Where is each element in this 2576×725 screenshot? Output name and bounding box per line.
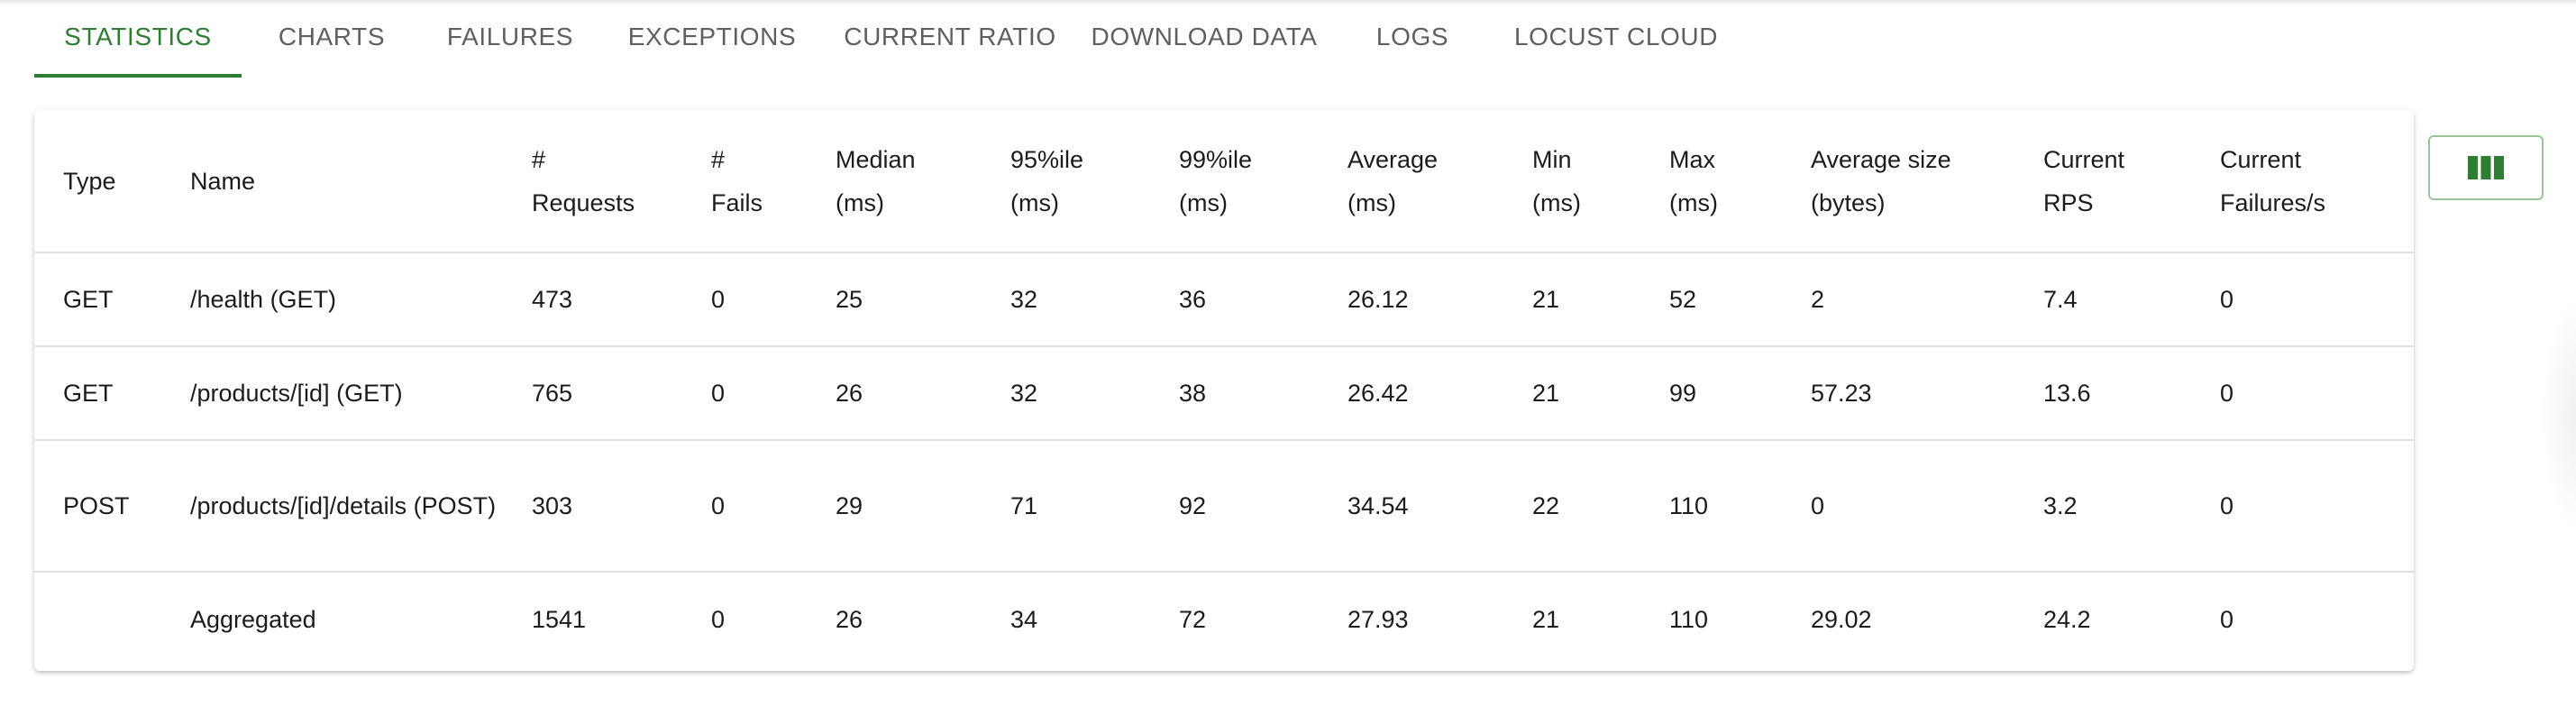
table-cell-max: 99 bbox=[1640, 346, 1782, 441]
table-cell-requests: 473 bbox=[503, 252, 682, 347]
table-cell-type: GET bbox=[34, 346, 161, 441]
table-cell-p95: 34 bbox=[1010, 605, 1038, 633]
tab-charts[interactable]: CHARTS bbox=[278, 23, 386, 50]
table-cell-avg-size: 29.02 bbox=[1811, 605, 1872, 633]
table-cell-min: 21 bbox=[1532, 605, 1560, 633]
table-cell-name: /health (GET) bbox=[161, 252, 503, 347]
table-cell-p95: 32 bbox=[982, 252, 1150, 347]
tab-download-data[interactable]: DOWNLOAD DATA bbox=[1091, 23, 1318, 50]
table-cell-max: 110 bbox=[1640, 440, 1782, 573]
statistics-table: Type Name # Requests # Fails Median (ms) 95%i… bbox=[34, 110, 2414, 665]
tab-locust-cloud[interactable]: LOCUST CLOUD bbox=[1513, 23, 1719, 50]
view-column-icon bbox=[2468, 156, 2504, 179]
table-cell-current-failures: 0 bbox=[2191, 252, 2414, 347]
column-header-p99[interactable]: 99%ile (ms) bbox=[1150, 110, 1319, 253]
table-row: POST/products/[id]/details (POST) 303 0 29 7… bbox=[34, 440, 2414, 573]
column-header-current-failures[interactable]: Current Failures/s bbox=[2191, 110, 2414, 253]
tab-failures[interactable]: FAILURES bbox=[446, 23, 574, 50]
table-cell-min: 21 bbox=[1503, 346, 1640, 441]
table-cell-current-rps: 7.4 bbox=[2014, 252, 2191, 347]
column-header-p95[interactable]: 95%ile (ms) bbox=[982, 110, 1150, 253]
top-shadow bbox=[0, 0, 2576, 5]
table-cell-current-rps: 13.6 bbox=[2014, 346, 2191, 441]
statistics-table-card: Type Name # Requests # Fails Median (ms) 95%i… bbox=[34, 110, 2414, 671]
table-cell-median: 26 bbox=[807, 346, 982, 441]
table-cell-min: 22 bbox=[1503, 440, 1640, 573]
table-cell-p99: 92 bbox=[1150, 440, 1319, 573]
column-header-min[interactable]: Min (ms) bbox=[1503, 110, 1640, 253]
column-header-median[interactable]: Median (ms) bbox=[807, 110, 982, 253]
table-cell-type: GET bbox=[34, 252, 161, 347]
column-header-current-rps[interactable]: Current RPS bbox=[2014, 110, 2191, 253]
table-cell-name: Aggregated bbox=[190, 605, 316, 633]
column-selector-button[interactable] bbox=[2428, 135, 2544, 200]
table-cell-type bbox=[34, 572, 161, 665]
table-cell-median: 29 bbox=[807, 440, 982, 573]
table-cell-p99: 38 bbox=[1150, 346, 1319, 441]
table-cell-requests: 303 bbox=[503, 440, 682, 573]
table-cell-fails: 0 bbox=[682, 252, 807, 347]
tab-statistics[interactable]: STATISTICS bbox=[34, 0, 242, 78]
table-cell-name: /products/[id]/details (POST) bbox=[161, 440, 503, 573]
table-row: GET/health (GET) 473 0 25 32 36 26.12 21 52 2 7.4 0 bbox=[34, 252, 2414, 347]
table-cell-p95: 71 bbox=[982, 440, 1150, 573]
table-cell-avg-size: 57.23 bbox=[1782, 346, 2014, 441]
tab-logs[interactable]: LOGS bbox=[1375, 23, 1449, 50]
table-cell-requests: 1541 bbox=[532, 605, 587, 633]
table-cell-current-failures: 0 bbox=[2191, 346, 2414, 441]
table-cell-median: 25 bbox=[807, 252, 982, 347]
table-header-row: Type Name # Requests # Fails Median (ms) 95%i… bbox=[34, 110, 2414, 253]
table-cell-max: 110 bbox=[1669, 605, 1709, 633]
column-header-avg-size[interactable]: Average size (bytes) bbox=[1782, 110, 2014, 253]
table-cell-p99: 36 bbox=[1150, 252, 1319, 347]
column-header-name[interactable]: Name bbox=[161, 110, 503, 253]
table-cell-average: 26.42 bbox=[1319, 346, 1503, 441]
column-header-requests[interactable]: # Requests bbox=[503, 110, 682, 253]
table-cell-fails: 0 bbox=[682, 346, 807, 441]
table-row: Aggregated 1541 0 26 34 72 27.93 21 110 29.02 24.2… bbox=[34, 572, 2414, 665]
table-cell-name: /products/[id] (GET) bbox=[161, 346, 503, 441]
table-cell-type: POST bbox=[34, 440, 161, 573]
column-header-type[interactable]: Type bbox=[34, 110, 161, 253]
column-header-max[interactable]: Max (ms) bbox=[1640, 110, 1782, 253]
table-cell-p95: 32 bbox=[982, 346, 1150, 441]
column-header-average[interactable]: Average (ms) bbox=[1319, 110, 1503, 253]
table-cell-avg-size: 0 bbox=[1782, 440, 2014, 573]
table-cell-fails: 0 bbox=[711, 605, 726, 633]
table-cell-requests: 765 bbox=[503, 346, 682, 441]
table-cell-average: 34.54 bbox=[1319, 440, 1503, 573]
table-cell-fails: 0 bbox=[682, 440, 807, 573]
table-cell-avg-size: 2 bbox=[1782, 252, 2014, 347]
table-cell-current-rps: 24.2 bbox=[2043, 605, 2091, 633]
table-cell-current-failures: 0 bbox=[2191, 440, 2414, 573]
table-cell-current-failures: 0 bbox=[2220, 605, 2234, 633]
column-header-fails[interactable]: # Fails bbox=[682, 110, 807, 253]
tab-exceptions[interactable]: EXCEPTIONS bbox=[627, 23, 797, 50]
table-cell-p99: 72 bbox=[1179, 605, 1207, 633]
table-cell-average: 27.93 bbox=[1347, 605, 1409, 633]
table-cell-min: 21 bbox=[1503, 252, 1640, 347]
edge-shadow bbox=[2540, 298, 2576, 532]
table-cell-average: 26.12 bbox=[1319, 252, 1503, 347]
table-cell-median: 26 bbox=[836, 605, 863, 633]
tab-bar: STATISTICS CHARTS FAILURES EXCEPTIONS CU… bbox=[34, 0, 1741, 79]
table-cell-max: 52 bbox=[1640, 252, 1782, 347]
tab-current-ratio[interactable]: CURRENT RATIO bbox=[844, 23, 1056, 50]
table-cell-current-rps: 3.2 bbox=[2014, 440, 2191, 573]
table-row: GET/products/[id] (GET) 765 0 26 32 38 26.42 21… bbox=[34, 346, 2414, 441]
